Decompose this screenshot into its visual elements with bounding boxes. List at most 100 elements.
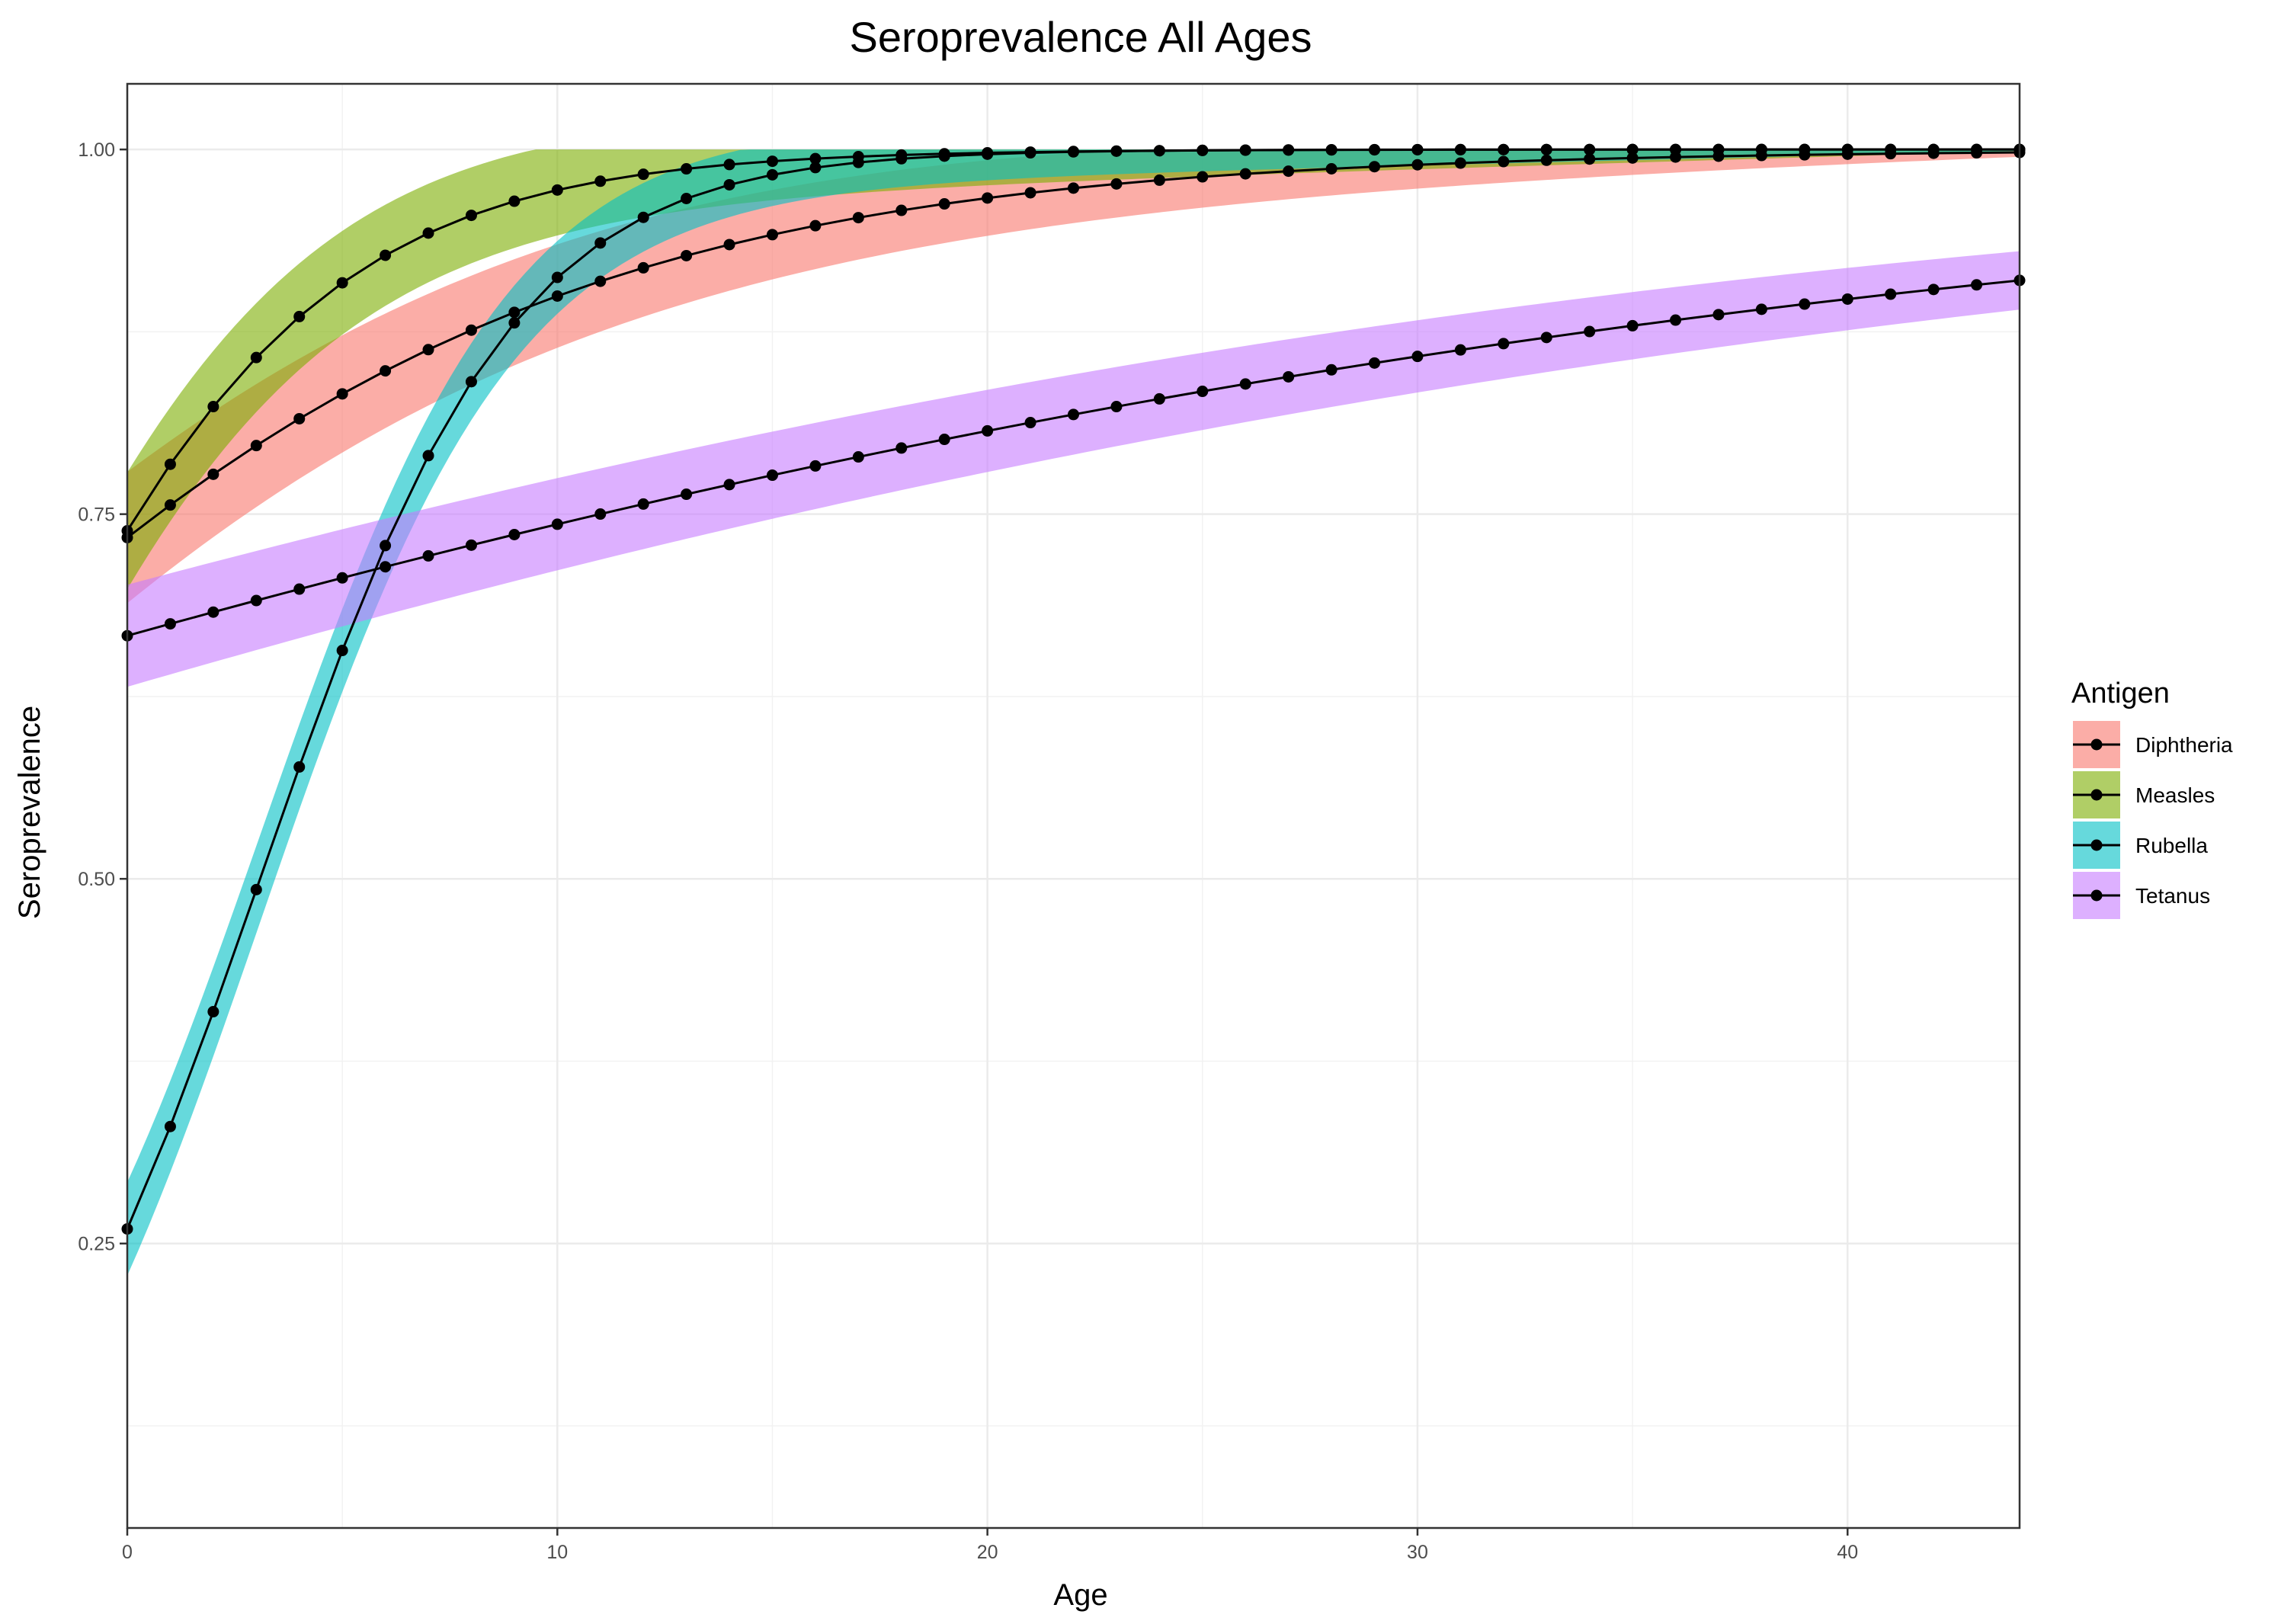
point-diphtheria <box>1283 165 1295 178</box>
point-tetanus <box>1197 386 1209 398</box>
point-rubella <box>380 540 392 552</box>
point-diphtheria <box>1626 152 1639 164</box>
point-rubella <box>1540 143 1552 155</box>
point-diphtheria <box>508 306 521 319</box>
point-rubella <box>1799 143 1811 155</box>
point-diphtheria <box>250 440 262 452</box>
point-diphtheria <box>1239 168 1251 180</box>
point-tetanus <box>1068 408 1079 421</box>
point-diphtheria <box>1325 163 1338 175</box>
point-rubella <box>1068 146 1079 158</box>
point-tetanus <box>164 618 176 630</box>
point-tetanus <box>1239 378 1251 390</box>
point-tetanus <box>465 539 477 551</box>
x-tick-label: 10 <box>546 1542 568 1563</box>
point-measles <box>594 175 607 187</box>
y-tick-label: 0.75 <box>78 504 115 526</box>
point-rubella <box>164 1120 176 1132</box>
point-measles <box>551 184 563 196</box>
point-diphtheria <box>1411 159 1424 171</box>
point-tetanus <box>1927 283 1940 296</box>
point-diphtheria <box>164 499 176 511</box>
point-diphtheria <box>637 261 649 274</box>
y-tick-label: 1.00 <box>78 139 115 161</box>
point-measles <box>422 227 434 239</box>
point-rubella <box>250 883 262 895</box>
point-measles <box>766 155 778 168</box>
point-rubella <box>1927 143 1940 155</box>
point-rubella <box>594 237 607 249</box>
x-axis-title: Age <box>1053 1578 1107 1612</box>
point-diphtheria <box>422 344 434 356</box>
legend-key-point-rubella <box>2090 839 2103 851</box>
point-tetanus <box>809 460 822 472</box>
point-tetanus <box>250 594 262 607</box>
point-measles <box>681 163 693 175</box>
point-rubella <box>1670 143 1682 155</box>
x-tick-label: 20 <box>977 1542 998 1563</box>
point-rubella <box>809 162 822 174</box>
point-diphtheria <box>852 212 864 224</box>
point-rubella <box>1283 144 1295 156</box>
point-diphtheria <box>594 275 607 287</box>
point-tetanus <box>1670 314 1682 326</box>
point-rubella <box>1197 144 1209 156</box>
point-diphtheria <box>723 239 735 251</box>
point-diphtheria <box>1369 161 1381 173</box>
point-tetanus <box>637 498 649 510</box>
point-measles <box>723 159 735 171</box>
point-rubella <box>207 1006 219 1018</box>
point-diphtheria <box>1068 182 1079 194</box>
point-diphtheria <box>1584 153 1596 165</box>
chart-title: Seroprevalence All Ages <box>849 13 1312 61</box>
legend-key-point-measles <box>2090 789 2103 801</box>
legend-label-tetanus: Tetanus <box>2135 884 2210 908</box>
point-diphtheria <box>465 324 477 336</box>
point-measles <box>250 351 262 364</box>
x-tick-label: 40 <box>1837 1542 1858 1563</box>
point-tetanus <box>1971 279 1983 291</box>
y-tick-label: 0.25 <box>78 1234 115 1255</box>
point-rubella <box>1110 145 1123 157</box>
point-tetanus <box>766 469 778 482</box>
point-rubella <box>1239 144 1251 156</box>
point-rubella <box>1712 143 1725 155</box>
point-rubella <box>1841 143 1853 155</box>
point-measles <box>336 277 348 289</box>
point-rubella <box>293 761 306 773</box>
point-rubella <box>1369 143 1381 155</box>
point-rubella <box>895 152 908 165</box>
point-rubella <box>336 645 348 657</box>
point-diphtheria <box>1153 174 1165 186</box>
x-tick-label: 30 <box>1407 1542 1428 1563</box>
point-diphtheria <box>982 192 994 204</box>
point-diphtheria <box>293 412 306 424</box>
point-tetanus <box>1153 392 1165 405</box>
point-tetanus <box>336 572 348 584</box>
point-tetanus <box>681 488 693 501</box>
point-rubella <box>766 168 778 181</box>
point-tetanus <box>982 424 994 437</box>
point-rubella <box>1024 147 1036 159</box>
point-tetanus <box>1024 417 1036 429</box>
point-diphtheria <box>895 204 908 216</box>
point-tetanus <box>422 549 434 562</box>
point-diphtheria <box>766 229 778 241</box>
legend-key-point-diphtheria <box>2090 738 2103 751</box>
point-diphtheria <box>938 198 950 210</box>
point-tetanus <box>508 528 521 540</box>
point-rubella <box>1626 143 1639 155</box>
x-tick-label: 0 <box>122 1542 133 1563</box>
point-measles <box>809 152 822 165</box>
confidence-bands <box>127 149 2020 1276</box>
point-tetanus <box>1283 370 1295 383</box>
point-tetanus <box>380 561 392 573</box>
point-rubella <box>1454 143 1466 155</box>
point-rubella <box>422 450 434 462</box>
point-tetanus <box>1755 303 1767 316</box>
band-tetanus <box>127 251 2020 687</box>
point-tetanus <box>1454 344 1466 356</box>
point-tetanus <box>938 434 950 446</box>
point-tetanus <box>1626 319 1639 332</box>
